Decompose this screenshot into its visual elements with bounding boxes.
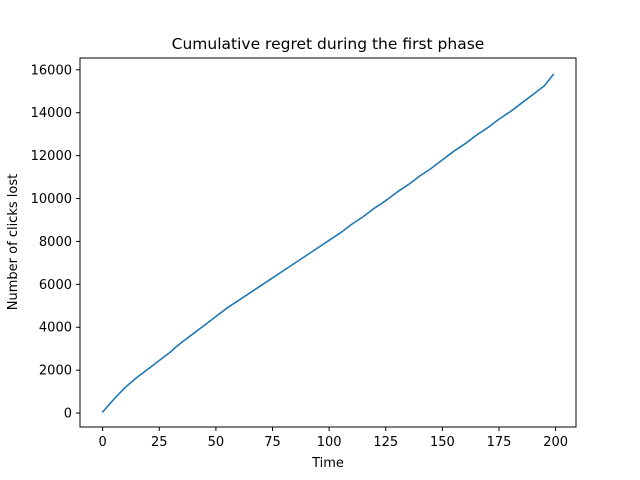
plot-area	[101, 73, 555, 413]
x-axis-label: Time	[311, 456, 344, 471]
y-tick-label: 8000	[39, 235, 72, 250]
x-tick-label: 125	[373, 435, 398, 450]
y-tick-label: 14000	[31, 106, 72, 121]
x-tick-label: 100	[317, 435, 342, 450]
x-tick-label: 50	[208, 435, 225, 450]
x-axis: 0 25 50 75 100 125 150 175 200	[99, 427, 568, 450]
y-tick-label: 10000	[31, 192, 72, 207]
y-axis: 0 2000 4000 6000 8000 10000 12000 14000 16000	[31, 63, 80, 422]
series-line	[101, 73, 555, 413]
y-tick-label: 6000	[39, 278, 72, 293]
y-tick-label: 16000	[31, 63, 72, 78]
y-tick-label: 12000	[31, 149, 72, 164]
plot-frame	[79, 57, 577, 428]
x-tick-label: 75	[264, 435, 281, 450]
y-tick-label: 2000	[39, 364, 72, 379]
x-tick-label: 150	[430, 435, 455, 450]
x-tick-label: 0	[99, 435, 107, 450]
x-tick-label: 25	[151, 435, 168, 450]
y-tick-label: 0	[64, 407, 72, 422]
x-tick-label: 175	[487, 435, 512, 450]
y-tick-label: 4000	[39, 321, 72, 336]
y-axis-label: Number of clicks lost	[6, 174, 21, 310]
chart-title: Cumulative regret during the first phase	[172, 35, 485, 53]
x-tick-label: 200	[543, 435, 568, 450]
